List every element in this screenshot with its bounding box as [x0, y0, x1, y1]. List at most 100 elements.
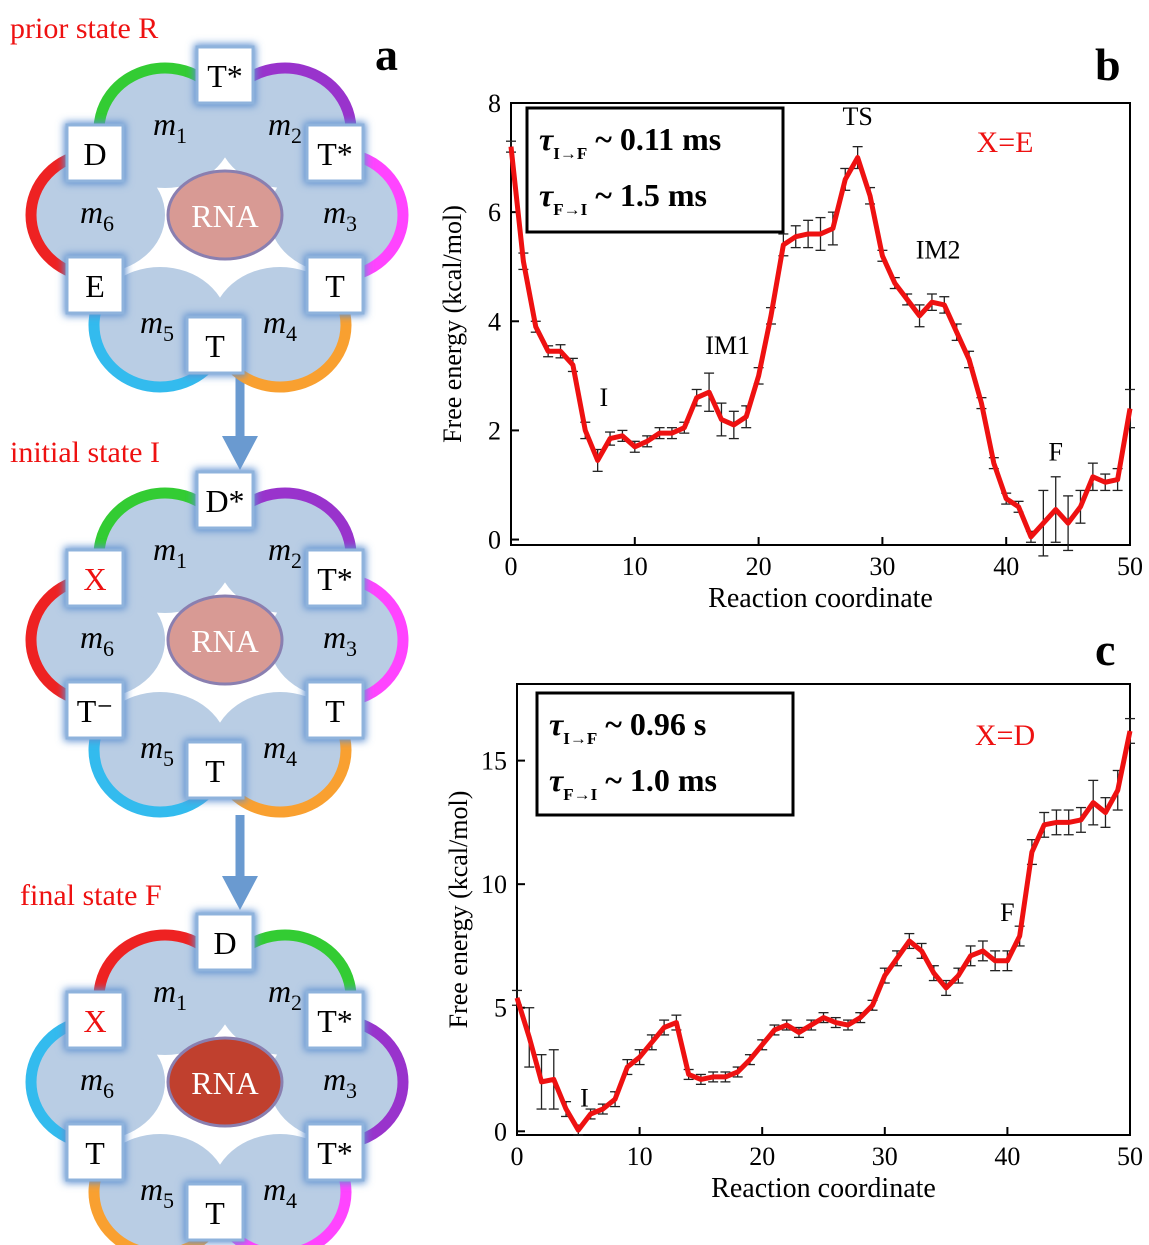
y-tick-label: 0 — [494, 1117, 507, 1146]
rate-box — [535, 691, 795, 817]
box-label: T⁻ — [77, 693, 113, 729]
box — [65, 680, 125, 740]
y-tick-label: 8 — [488, 89, 501, 118]
arrow — [222, 372, 258, 910]
box — [195, 45, 255, 105]
rate-subscript: F→I — [553, 200, 587, 219]
rna — [166, 1036, 284, 1128]
subunit-label: m4 — [263, 1171, 297, 1213]
subunit-arc — [25, 572, 95, 708]
subunit-label: m2 — [268, 531, 302, 573]
rna — [166, 169, 284, 261]
rate-subscript: F→I — [563, 785, 597, 804]
box-label: X — [83, 1003, 106, 1039]
rate-subscript: I→F — [553, 144, 587, 163]
plot-frame — [510, 102, 1131, 546]
subunit-base: m — [323, 1061, 346, 1097]
subunit-arc — [219, 1165, 352, 1245]
subunit-index: 1 — [176, 123, 187, 148]
y-axis-label: Free energy (kcal/mol) — [438, 205, 467, 443]
box — [185, 740, 245, 800]
box-label: T* — [317, 561, 353, 597]
y-tick-label: 6 — [488, 198, 501, 227]
subunit-arc — [219, 298, 352, 393]
rate-value: ~ 1.0 ms — [605, 762, 717, 798]
subunit-base: m — [80, 194, 103, 230]
x-tick-label: 50 — [1117, 1142, 1143, 1171]
subunit-label: m3 — [323, 1061, 357, 1103]
subunit — [269, 157, 405, 273]
x-tick-label: 0 — [511, 1142, 524, 1171]
panel-label: c — [1095, 624, 1115, 675]
rna-label: RNA — [191, 1065, 259, 1101]
box-label: T* — [317, 1003, 353, 1039]
box-label: T — [205, 1195, 225, 1231]
state-title: initial state I — [10, 436, 160, 469]
subunit-index: 2 — [291, 548, 302, 573]
y-tick-label: 0 — [488, 526, 501, 555]
subunit-index: 1 — [176, 990, 187, 1015]
rate-text: τF→I ~ 1.0 ms — [549, 762, 717, 804]
subunit-base: m — [140, 304, 163, 340]
box-label: X — [83, 561, 106, 597]
subunit-label: m2 — [268, 973, 302, 1015]
subunit-label: m1 — [153, 973, 187, 1015]
rate-box — [525, 106, 785, 234]
subunit-index: 6 — [103, 636, 114, 661]
subunit-label: m6 — [80, 194, 114, 236]
rna-label: RNA — [191, 623, 259, 659]
annotation: F — [1000, 898, 1014, 927]
subunit — [29, 1024, 165, 1140]
panel-label: b — [1095, 39, 1121, 90]
annotation: I — [600, 383, 609, 412]
subunit-base: m — [263, 1171, 286, 1207]
state-title: prior state R — [10, 12, 158, 45]
subunit-base: m — [268, 106, 291, 142]
box — [65, 123, 125, 183]
box-label: E — [85, 268, 105, 304]
x-tick-label: 50 — [1117, 552, 1143, 581]
panel-label: a — [375, 29, 398, 80]
subunit-label: m6 — [80, 1061, 114, 1103]
subunit-arc — [339, 147, 409, 283]
energy-line — [508, 146, 1133, 540]
subunit-label: m3 — [323, 619, 357, 661]
subunit-base: m — [80, 619, 103, 655]
subunit-label: m5 — [140, 304, 174, 346]
box — [305, 990, 365, 1050]
subunit-base: m — [268, 531, 291, 567]
subunit-arc — [25, 1014, 95, 1150]
subunit-arc — [88, 719, 218, 818]
rate-symbol: τ — [549, 706, 565, 742]
subunit-base: m — [263, 729, 286, 765]
subunit-index: 6 — [103, 1078, 114, 1103]
x-tick-label: 20 — [749, 1142, 775, 1171]
y-axis-label: Free energy (kcal/mol) — [444, 791, 473, 1029]
y-tick-label: 10 — [481, 870, 507, 899]
rna — [166, 594, 284, 686]
box — [185, 1182, 245, 1242]
rate-text: τI→F ~ 0.11 ms — [539, 121, 721, 163]
y-tick-label: 2 — [488, 416, 501, 445]
subunit-base: m — [153, 106, 176, 142]
subunit-label: m3 — [323, 194, 357, 236]
box-label: T — [205, 328, 225, 364]
box-label: T — [85, 1135, 105, 1171]
subunit — [29, 157, 165, 273]
box-label: T — [325, 268, 345, 304]
subunit-base: m — [140, 729, 163, 765]
x-tick-label: 40 — [993, 552, 1019, 581]
subunit-arc — [88, 1161, 218, 1245]
subunit-arc — [339, 572, 409, 708]
subunit-index: 5 — [163, 1188, 174, 1213]
plot-frame — [516, 683, 1131, 1136]
box-label: T* — [317, 1135, 353, 1171]
subunit-index: 1 — [176, 548, 187, 573]
x-tick-label: 10 — [622, 552, 648, 581]
x-tick-label: 10 — [627, 1142, 653, 1171]
box-label: D* — [205, 483, 244, 519]
rate-value: ~ 0.11 ms — [595, 121, 721, 157]
